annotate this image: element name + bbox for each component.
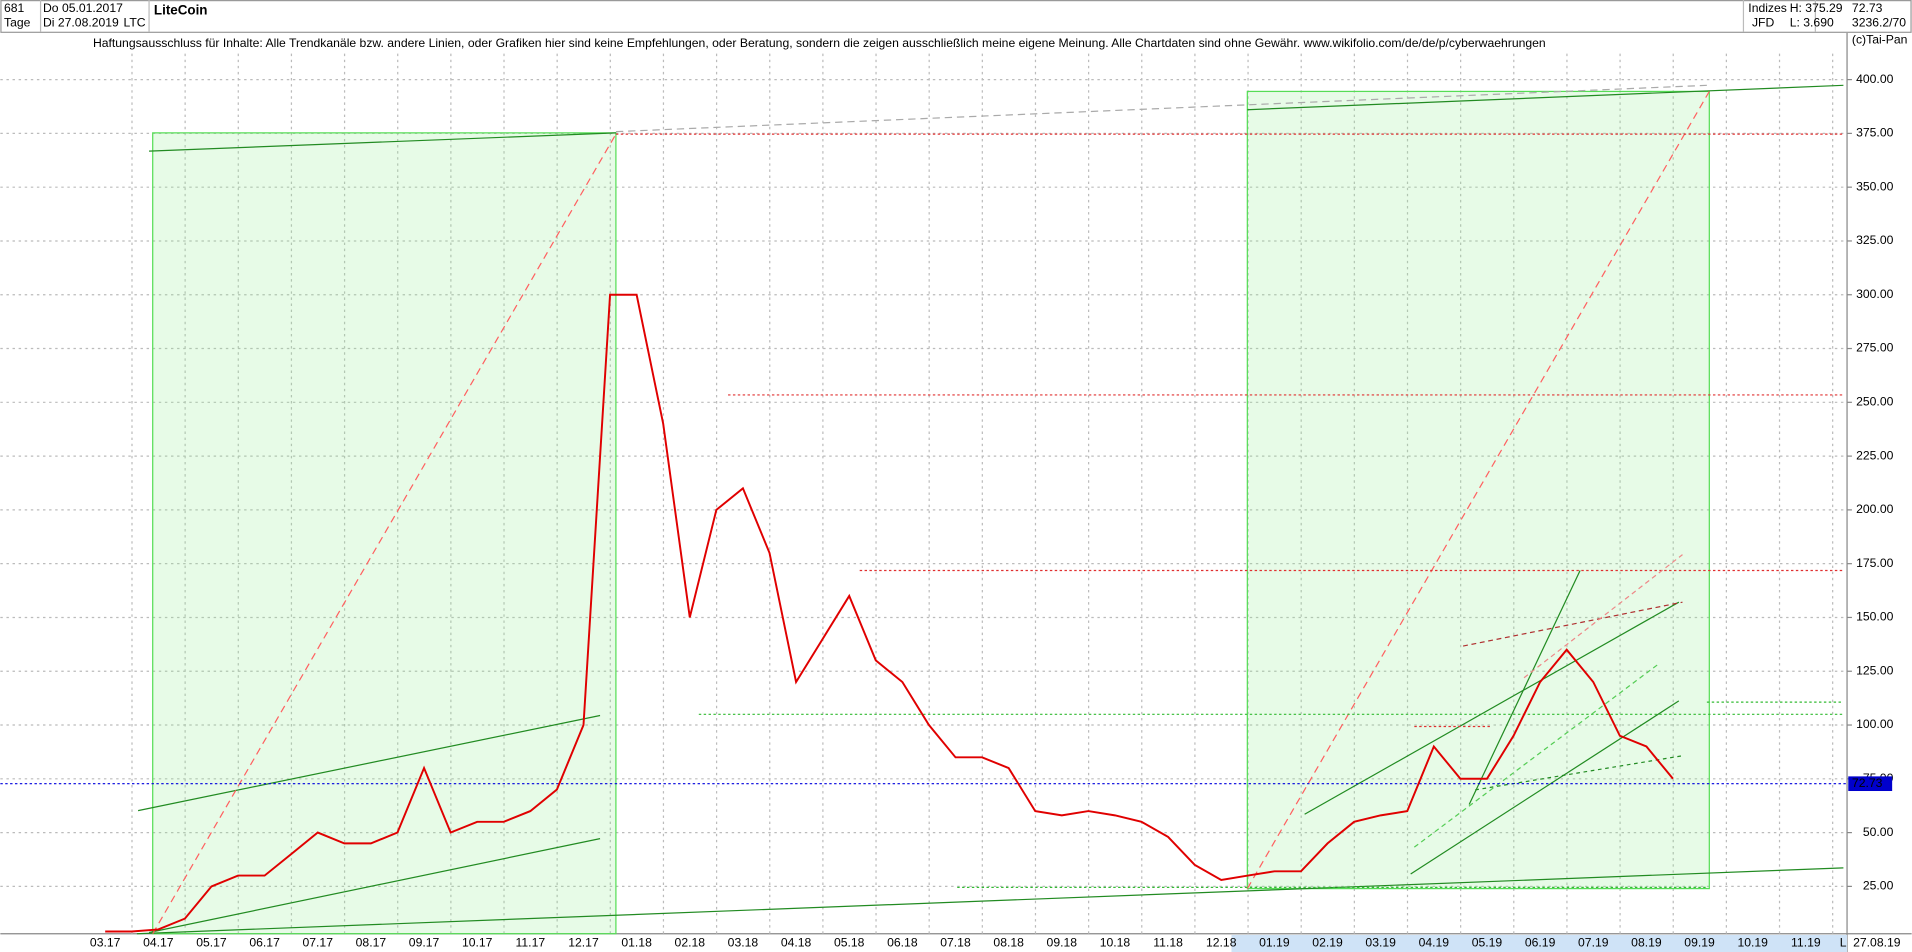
- y-tick-label: 325.00: [1856, 233, 1893, 247]
- x-tick-label: 02.18: [675, 936, 706, 950]
- x-tick-label: 11.18: [1153, 936, 1183, 950]
- scale-mode: L: [1840, 936, 1847, 950]
- trend-line: [1304, 601, 1680, 815]
- x-tick-label: 11.19: [1791, 936, 1821, 950]
- x-tick-label: 05.17: [196, 936, 227, 950]
- volume: 3236.2/70: [1852, 15, 1906, 29]
- x-tick-label: 03.19: [1365, 936, 1396, 950]
- x-tick-label: 10.17: [462, 936, 493, 950]
- trend-line: [149, 132, 616, 152]
- chart-title: LiteCoin: [154, 3, 208, 18]
- disclaimer: Haftungsausschluss für Inhalte: Alle Tre…: [93, 36, 1546, 50]
- x-tick-label: 05.19: [1472, 936, 1503, 950]
- trend-line: [1462, 601, 1683, 647]
- count[interactable]: 681: [4, 1, 25, 15]
- header-bar: [0, 0, 1912, 33]
- x-tick-label: 06.18: [887, 936, 918, 950]
- time-range: [1231, 934, 1848, 952]
- y-tick-label: 25.00: [1863, 879, 1894, 893]
- x-tick-label: 01.18: [621, 936, 652, 950]
- y-tick-label: 375.00: [1856, 126, 1893, 140]
- x-tick-label: 12.18: [1206, 936, 1237, 950]
- x-tick-label: 05.18: [834, 936, 865, 950]
- last-value-box: [1848, 776, 1893, 792]
- x-tick-label: 01.19: [1259, 936, 1290, 950]
- period[interactable]: Tage: [4, 15, 31, 29]
- broker: JFD: [1752, 15, 1775, 29]
- x-tick-label: 03.17: [90, 936, 121, 950]
- copyright: (c)Tai-Pan: [1852, 32, 1907, 46]
- last-date: 27.08.19: [1853, 936, 1901, 950]
- y-tick-label: 400.00: [1856, 72, 1893, 86]
- y-tick-label: 125.00: [1856, 663, 1893, 677]
- trend-line: [137, 714, 601, 812]
- trend-line: [1410, 700, 1680, 875]
- last-price: 72.73: [1852, 1, 1883, 15]
- y-tick-label: 250.00: [1856, 395, 1893, 409]
- x-tick-label: 03.18: [728, 936, 759, 950]
- x-tick-label: 11.17: [516, 936, 546, 950]
- x-tick-label: 07.19: [1578, 936, 1609, 950]
- x-tick-label: 10.19: [1737, 936, 1768, 950]
- y-tick-label: 150.00: [1856, 610, 1893, 624]
- x-tick-label: 04.18: [781, 936, 812, 950]
- x-tick-label: 02.19: [1312, 936, 1343, 950]
- x-tick-label: 08.18: [993, 936, 1024, 950]
- symbol: LTC: [123, 15, 145, 29]
- low: L: 3.690: [1790, 15, 1834, 29]
- end-date: Di 27.08.2019: [43, 15, 119, 29]
- y-tick-label: 225.00: [1856, 448, 1893, 462]
- x-tick-label: 08.17: [356, 936, 387, 950]
- x-tick-label: 04.17: [143, 936, 174, 950]
- x-tick-label: 10.18: [1100, 936, 1131, 950]
- trend-line: [1246, 91, 1710, 889]
- trend-line: [148, 838, 601, 934]
- group: Indizes: [1748, 1, 1787, 15]
- x-tick-label: 08.19: [1631, 936, 1662, 950]
- trend-line: [1475, 755, 1683, 791]
- trend-line: [136, 867, 1844, 935]
- y-tick-label: 275.00: [1856, 341, 1893, 355]
- y-tick-label: 100.00: [1856, 717, 1893, 731]
- x-tick-label: 07.18: [940, 936, 971, 950]
- x-tick-label: 09.19: [1684, 936, 1715, 950]
- x-tick-label: 09.17: [409, 936, 440, 950]
- x-tick-label: 04.19: [1419, 936, 1450, 950]
- x-tick-label: 07.17: [303, 936, 334, 950]
- trend-line: [1468, 570, 1581, 805]
- x-tick-label: 06.19: [1525, 936, 1556, 950]
- y-tick-label: 300.00: [1856, 287, 1893, 301]
- plot: 25.0050.0075.00100.00125.00150.00175.002…: [0, 32, 1912, 952]
- y-tick-label: 350.00: [1856, 179, 1893, 193]
- price-line: [105, 293, 1674, 933]
- x-tick-label: 12.17: [568, 936, 599, 950]
- last-value-label: 72.73: [1852, 776, 1883, 790]
- y-tick-label: 200.00: [1856, 502, 1893, 516]
- y-tick-label: 175.00: [1856, 556, 1893, 570]
- x-tick-label: 06.17: [249, 936, 280, 950]
- high: H: 375.29: [1790, 1, 1843, 15]
- x-tick-label: 09.18: [1047, 936, 1078, 950]
- y-tick-label: 50.00: [1863, 825, 1894, 839]
- trend-line: [152, 133, 617, 935]
- trend-line: [1247, 84, 1844, 111]
- start-date: Do 05.01.2017: [43, 1, 123, 15]
